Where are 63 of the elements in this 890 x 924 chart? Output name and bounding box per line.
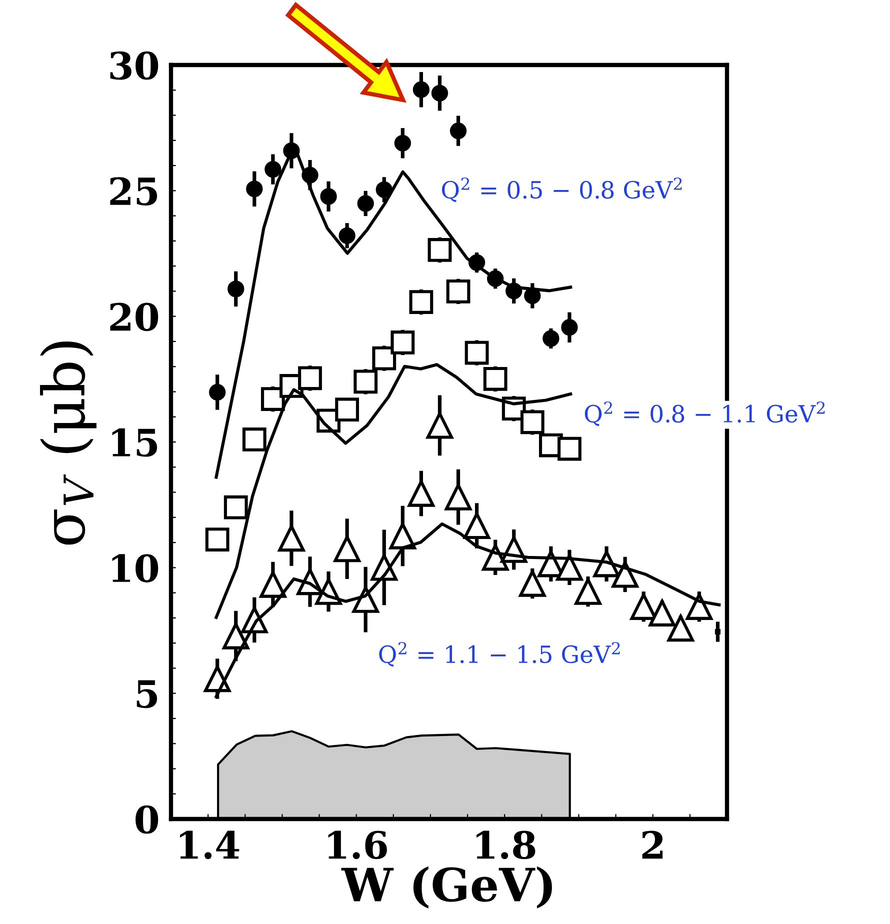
point bbox=[354, 370, 378, 394]
x-tick-label: 1.6 bbox=[328, 830, 387, 860]
x-axis-title: W (GeV) bbox=[341, 866, 552, 908]
point bbox=[426, 412, 454, 439]
y-tick-label: 5 bbox=[136, 680, 158, 708]
x-tick-label: 2 bbox=[642, 830, 663, 859]
point bbox=[464, 340, 489, 365]
point bbox=[483, 366, 508, 391]
point bbox=[561, 319, 578, 336]
point bbox=[335, 398, 360, 422]
y-tick-label: 15 bbox=[112, 428, 158, 457]
point bbox=[412, 81, 430, 98]
point bbox=[463, 512, 490, 540]
point bbox=[686, 593, 713, 620]
point bbox=[205, 528, 230, 552]
point bbox=[278, 524, 305, 552]
point bbox=[222, 622, 250, 650]
point bbox=[320, 188, 337, 205]
x-tick-label: 1.8 bbox=[476, 830, 536, 860]
point bbox=[352, 586, 379, 613]
annotation: Q$^{2}$ = 1.1 − 1.5 GeV$^{2}$ bbox=[379, 642, 620, 667]
point bbox=[372, 346, 396, 370]
point bbox=[444, 484, 472, 510]
point bbox=[558, 436, 582, 461]
annotation: Q$^{2}$ = 0.8 − 1.1 GeV$^{2}$ bbox=[584, 401, 825, 426]
annotation: Q$^{2}$ = 0.5 − 0.8 GeV$^{2}$ bbox=[442, 178, 682, 202]
point bbox=[390, 330, 415, 354]
point bbox=[224, 495, 248, 520]
y-tick-label: 25 bbox=[110, 177, 158, 206]
point bbox=[334, 535, 360, 562]
point bbox=[394, 134, 411, 152]
point bbox=[574, 578, 602, 605]
x-tick-label: 1.4 bbox=[180, 830, 240, 860]
point bbox=[431, 84, 448, 102]
point bbox=[667, 614, 694, 642]
line-series bbox=[214, 363, 572, 619]
y-axis-title: σ$_{V}$ (μb) bbox=[40, 342, 96, 545]
point bbox=[408, 480, 435, 507]
point bbox=[242, 428, 266, 452]
point bbox=[260, 571, 286, 598]
point bbox=[612, 561, 638, 588]
y-tick-label: 0 bbox=[136, 805, 158, 834]
point bbox=[556, 554, 583, 581]
point bbox=[446, 280, 470, 304]
point bbox=[338, 227, 356, 244]
point bbox=[246, 180, 263, 198]
y-tick-label: 10 bbox=[112, 554, 158, 582]
point bbox=[298, 366, 322, 390]
point bbox=[264, 160, 282, 178]
point bbox=[714, 628, 721, 635]
y-tick-label: 20 bbox=[110, 302, 158, 332]
point bbox=[520, 410, 544, 434]
point bbox=[428, 238, 452, 262]
point bbox=[209, 384, 226, 401]
y-tick-label: 30 bbox=[110, 51, 158, 80]
point bbox=[542, 330, 560, 347]
point bbox=[357, 195, 374, 212]
point bbox=[648, 600, 676, 626]
point bbox=[228, 280, 244, 298]
point bbox=[409, 290, 434, 314]
point bbox=[376, 181, 392, 198]
point bbox=[450, 122, 467, 140]
point bbox=[519, 570, 546, 597]
